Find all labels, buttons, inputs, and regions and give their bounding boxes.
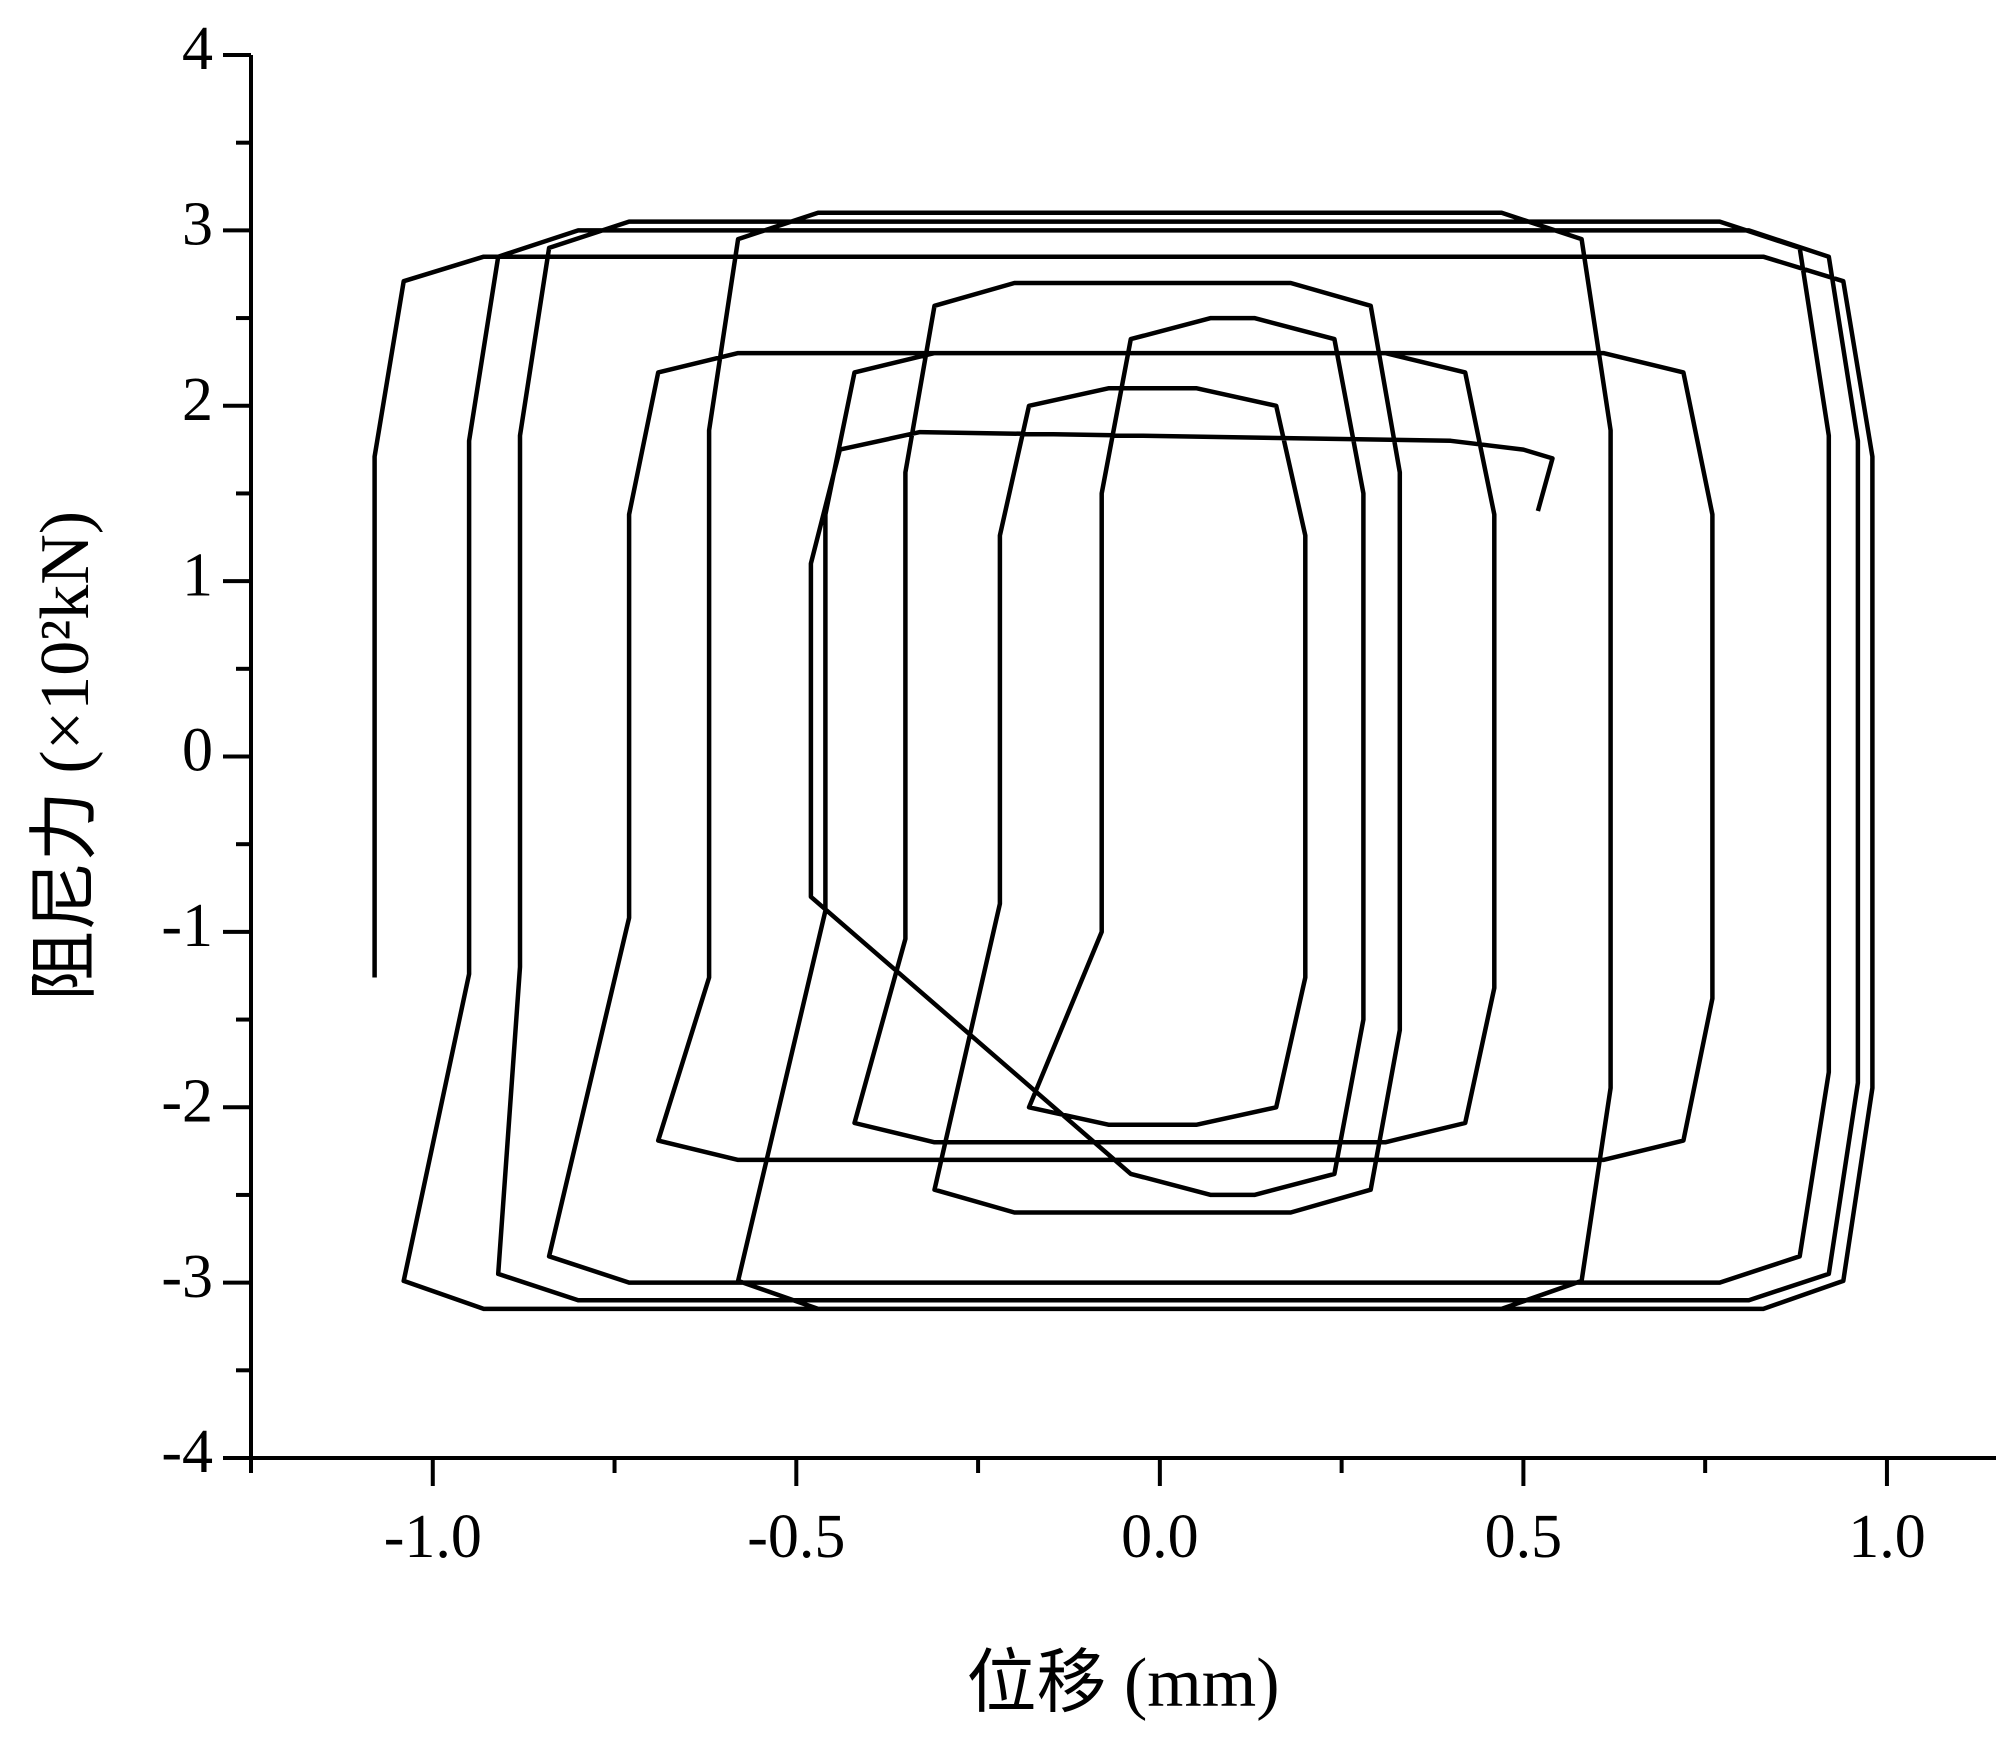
y-axis-label: 阻尼力 (×10²kN) [27,511,104,1001]
y-tick-label: 4 [182,15,213,83]
y-tick-label: 1 [182,541,213,609]
y-tick-label: -1 [161,892,213,960]
y-tick-label: -2 [161,1067,213,1135]
hysteresis-line [372,210,1875,1312]
x-tick-label: -1.0 [384,1503,482,1571]
x-tick-label: 1.0 [1848,1503,1926,1571]
x-axis-label: 位移 (mm) [966,1645,1279,1722]
y-tick-label: 3 [182,191,213,259]
x-tick-label: -0.5 [747,1503,845,1571]
y-tick-label: -4 [161,1418,213,1486]
y-tick-label: 0 [182,717,213,785]
y-tick-label: 2 [182,366,213,434]
x-tick-label: 0.5 [1485,1503,1563,1571]
x-tick-label: 0.0 [1121,1503,1199,1571]
y-tick-label: -3 [161,1243,213,1311]
